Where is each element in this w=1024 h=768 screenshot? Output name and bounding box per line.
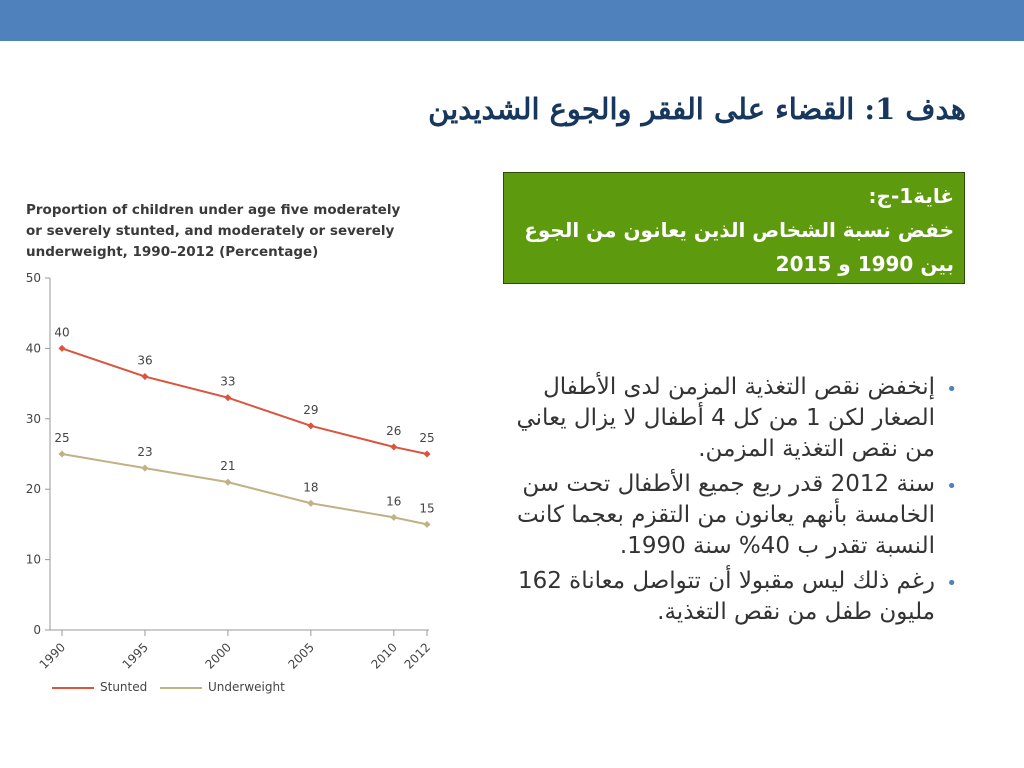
chart-title: Proportion of children under age five mo… — [26, 200, 406, 263]
line-chart: 0 10 20 30 40 50 1990 1995 2000 2005 2010 2012 40 36 3… — [26, 271, 435, 672]
y-tick-label: 50 — [26, 271, 41, 285]
slide-title: هدف 1: القضاء على الفقر والجوع الشديدين — [428, 92, 966, 126]
data-point-stunted — [307, 422, 315, 430]
data-point-underweight — [58, 450, 66, 458]
legend-item-underweight: Underweight — [160, 680, 285, 694]
target-label: غاية1-ج: — [868, 184, 954, 208]
data-point-underweight — [423, 520, 431, 528]
data-point-stunted — [141, 373, 149, 381]
bullet-list: • إنخفض نقص التغذية المزمن لدى الأطفال ال… — [505, 372, 957, 632]
chart-title-line: underweight, 1990–2012 (Percentage) — [26, 244, 319, 260]
target-box: غاية1-ج: خفض نسبة الشخاص الذين يعانون من… — [503, 172, 965, 284]
y-tick-label: 20 — [26, 482, 41, 496]
x-tick-label: 1995 — [120, 640, 151, 671]
data-label-stunted: 36 — [137, 354, 152, 368]
data-label-underweight: 25 — [54, 431, 69, 445]
data-point-stunted — [224, 394, 232, 402]
data-label-underweight: 18 — [303, 480, 318, 494]
legend-item-stunted: Stunted — [52, 680, 147, 694]
y-tick-label: 30 — [26, 412, 41, 426]
target-text-line: بين 1990 و 2015 — [775, 252, 954, 276]
legend-swatch-stunted — [52, 686, 94, 689]
x-tick-label: 2012 — [402, 640, 433, 671]
data-point-underweight — [390, 513, 398, 521]
data-point-underweight — [224, 478, 232, 486]
data-point-underweight — [307, 499, 315, 507]
data-label-underweight: 15 — [419, 501, 434, 515]
data-label-underweight: 16 — [386, 494, 401, 508]
data-label-stunted: 26 — [386, 424, 401, 438]
bullet-dot-icon: • — [946, 573, 957, 594]
data-label-stunted: 40 — [54, 325, 69, 339]
legend-label-underweight: Underweight — [208, 680, 285, 694]
bullet-text: إنخفض نقص التغذية المزمن لدى الأطفال الص… — [516, 374, 935, 462]
x-tick-label: 1990 — [37, 640, 68, 671]
bullet-text: سنة 2012 قدر ربع جميع الأطفال تحت سن الخ… — [516, 471, 935, 559]
data-point-underweight — [141, 464, 149, 472]
bullet-dot-icon: • — [946, 379, 957, 400]
data-label-stunted: 25 — [419, 431, 434, 445]
chart-title-line: Proportion of children under age five mo… — [26, 202, 401, 218]
data-point-stunted — [423, 450, 431, 458]
x-tick-label: 2000 — [203, 640, 234, 671]
target-text-line: خفض نسبة الشخاص الذين يعانون من الجوع — [524, 218, 954, 242]
bullet-dot-icon: • — [946, 476, 957, 497]
data-point-stunted — [390, 443, 398, 451]
bullet-text: رغم ذلك ليس مقبولا أن تتواصل معاناة 162 … — [517, 568, 935, 625]
data-label-underweight: 21 — [220, 459, 235, 473]
bullet-item: • إنخفض نقص التغذية المزمن لدى الأطفال ال… — [505, 372, 957, 465]
data-label-stunted: 33 — [220, 375, 235, 389]
chart-title-line: or severely stunted, and moderately or s… — [26, 223, 395, 239]
x-tick-label: 2010 — [368, 640, 399, 671]
y-tick-label: 0 — [33, 623, 41, 637]
legend-label-stunted: Stunted — [100, 680, 148, 694]
legend-swatch-underweight — [160, 686, 202, 689]
bullet-item: • رغم ذلك ليس مقبولا أن تتواصل معاناة 162… — [505, 566, 957, 628]
y-tick-label: 10 — [26, 553, 41, 567]
top-accent-bar — [0, 0, 1024, 41]
series-line-stunted — [61, 347, 428, 455]
x-tick-label: 2005 — [285, 640, 316, 671]
data-point-stunted — [58, 344, 66, 352]
data-label-stunted: 29 — [303, 403, 318, 417]
data-label-underweight: 23 — [137, 445, 152, 459]
y-tick-label: 40 — [26, 341, 41, 355]
bullet-item: • سنة 2012 قدر ربع جميع الأطفال تحت سن ال… — [505, 469, 957, 562]
series-line-underweight — [61, 453, 428, 526]
